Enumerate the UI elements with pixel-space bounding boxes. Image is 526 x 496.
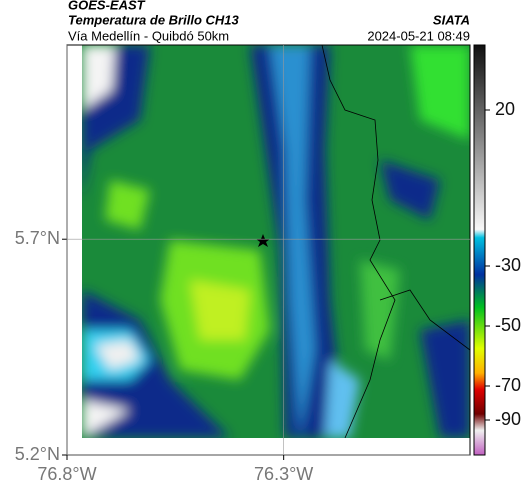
datetime: 2024-05-21 08:49	[367, 28, 470, 43]
brightness-field	[82, 45, 470, 438]
source: SIATA	[433, 12, 470, 27]
subtitle: Temperatura de Brillo CH13	[68, 12, 240, 27]
lon-tick-label: 76.3°W	[254, 464, 313, 484]
lon-tick-label: 76.8°W	[37, 464, 96, 484]
lat-tick-label: 5.7°N	[15, 228, 60, 248]
title: GOES-EAST	[68, 0, 146, 12]
colorbar-tick-label: -90	[495, 409, 521, 429]
colorbar	[473, 44, 486, 456]
colorbar-tick-label: -70	[495, 375, 521, 395]
route: Vía Medellín - Quibdó 50km	[68, 28, 229, 43]
colorbar-tick-label: -50	[495, 315, 521, 335]
colorbar-tick-label: 20	[495, 99, 515, 119]
colorbar-tick-label: -30	[495, 255, 521, 275]
location-star	[256, 234, 270, 247]
lat-tick-label: 5.2°N	[15, 444, 60, 464]
